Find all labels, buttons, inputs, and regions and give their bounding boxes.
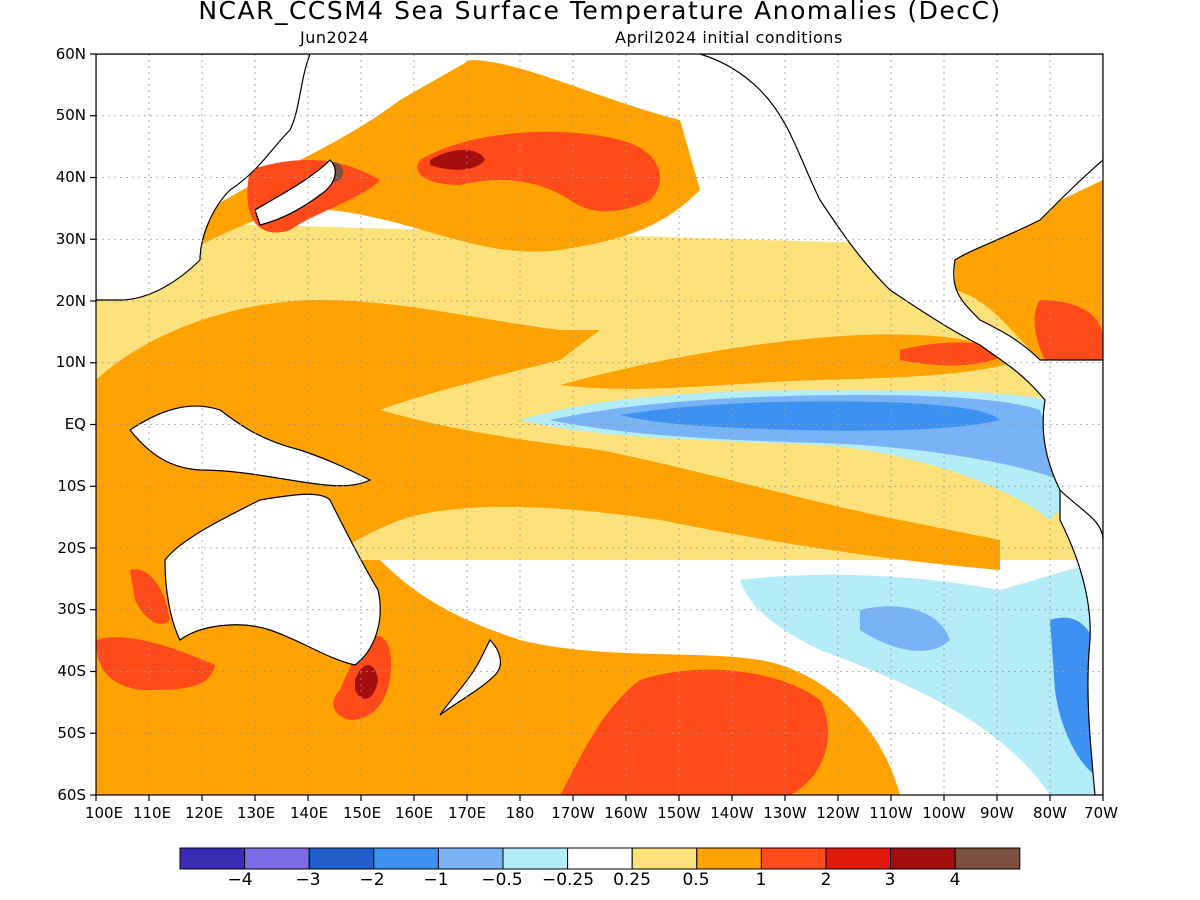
anomaly-region-hot-east: [900, 342, 1005, 366]
colorbar-swatch: [567, 847, 633, 870]
anomaly-region-hot-west-australia: [130, 569, 170, 624]
anomaly-region-hot-indian: [96, 637, 215, 690]
lon-label-130w: 130W: [763, 804, 807, 822]
colorbar-label: 3: [884, 870, 896, 890]
anomaly-region-warm-east: [560, 334, 1020, 389]
colorbar-label: −3: [295, 870, 321, 890]
lat-label-50n: 50N: [55, 106, 86, 124]
colorbar-label: −0.5: [481, 870, 523, 890]
colorbar-swatch: [631, 847, 698, 870]
colorbar-label: 2: [820, 870, 832, 890]
lon-label-170w: 170W: [551, 804, 595, 822]
colorbar-label: 1: [755, 870, 767, 890]
landmass-japan: [254, 159, 336, 226]
lon-label-180: 180: [505, 804, 535, 822]
colorbar-swatch: [696, 847, 762, 870]
anomaly-region-hot-atlantic: [1034, 300, 1103, 360]
landmass-maritime-continent: [129, 405, 372, 487]
map-title: NCAR_CCSM4 Sea Surface Temperature Anoma…: [198, 0, 1002, 25]
colorbar-swatch: [308, 847, 375, 870]
map-field: [96, 54, 1103, 795]
landmass-south-america: [1059, 488, 1103, 795]
anomaly-region-hot-north: [417, 131, 660, 212]
lat-label-eq: EQ: [64, 415, 86, 433]
lat-label-30s: 30S: [57, 600, 86, 618]
axis-ticks: [90, 53, 1104, 801]
lat-label-50s: 50S: [57, 724, 86, 742]
colorbar-label: −2: [359, 870, 385, 890]
colorbar-swatch: [179, 847, 246, 870]
lat-label-40n: 40N: [55, 168, 86, 186]
colorbar-swatch: [890, 847, 956, 870]
colorbar-label: −1: [423, 870, 449, 890]
anomaly-region-cool-southeast-mid: [860, 606, 950, 651]
lon-label-140w: 140W: [710, 804, 754, 822]
lat-label-30n: 30N: [55, 230, 86, 248]
anomaly-region-cool-southeast: [740, 560, 1103, 795]
lon-label-70w: 70W: [1084, 804, 1118, 822]
lon-label-100e: 100E: [84, 804, 124, 822]
lon-label-100w: 100W: [922, 804, 966, 822]
colorbar-label: −0.25: [541, 870, 595, 890]
forecast-month-label: Jun2024: [300, 28, 370, 47]
landmass-australia: [164, 493, 381, 666]
colorbar-label: −4: [227, 870, 253, 890]
lon-label-150e: 150E: [342, 804, 382, 822]
colorbar-swatch: [954, 847, 1021, 870]
colorbar-label: 0.25: [613, 870, 651, 890]
lat-label-60n: 60N: [55, 45, 86, 63]
lon-label-160e: 160E: [394, 804, 434, 822]
landmass-north-america: [699, 54, 1103, 541]
lon-label-80w: 80W: [1033, 804, 1067, 822]
lon-label-110w: 110W: [869, 804, 913, 822]
lon-label-140e: 140E: [289, 804, 329, 822]
colorbar-swatch: [437, 847, 504, 870]
lat-label-20n: 20N: [55, 292, 86, 310]
colorbar-swatch: [244, 847, 310, 870]
anomaly-region-hot-south: [560, 669, 829, 795]
lon-label-170e: 170E: [447, 804, 487, 822]
lon-label-150w: 150W: [657, 804, 701, 822]
colorbar-label: 0.5: [682, 870, 710, 890]
anomaly-region-warm-west: [96, 60, 700, 300]
landmass-asia: [96, 54, 311, 301]
lon-label-120w: 120W: [816, 804, 860, 822]
lon-label-90w: 90W: [980, 804, 1014, 822]
lat-label-40s: 40S: [57, 662, 86, 680]
colorbar-swatch: [825, 847, 892, 870]
lon-label-110e: 110E: [132, 804, 172, 822]
lat-label-60s: 60S: [57, 786, 86, 804]
colorbar-swatch: [760, 847, 827, 870]
colorbar-swatch: [502, 847, 569, 870]
lon-label-160w: 160W: [604, 804, 648, 822]
colorbar-swatch: [373, 847, 439, 870]
anomaly-region-cold-equator: [620, 401, 1000, 431]
initial-conditions-label: April2024 initial conditions: [615, 28, 843, 47]
anomaly-region-max-north: [430, 149, 485, 170]
lat-label-10n: 10N: [55, 353, 86, 371]
colorbar: [179, 847, 1021, 870]
lon-label-130e: 130E: [236, 804, 276, 822]
lat-label-20s: 20S: [57, 539, 86, 557]
lon-label-120e: 120E: [184, 804, 224, 822]
colorbar-label: 4: [949, 870, 961, 890]
landmass-new-zealand: [439, 638, 502, 716]
lat-label-10s: 10S: [57, 477, 86, 495]
